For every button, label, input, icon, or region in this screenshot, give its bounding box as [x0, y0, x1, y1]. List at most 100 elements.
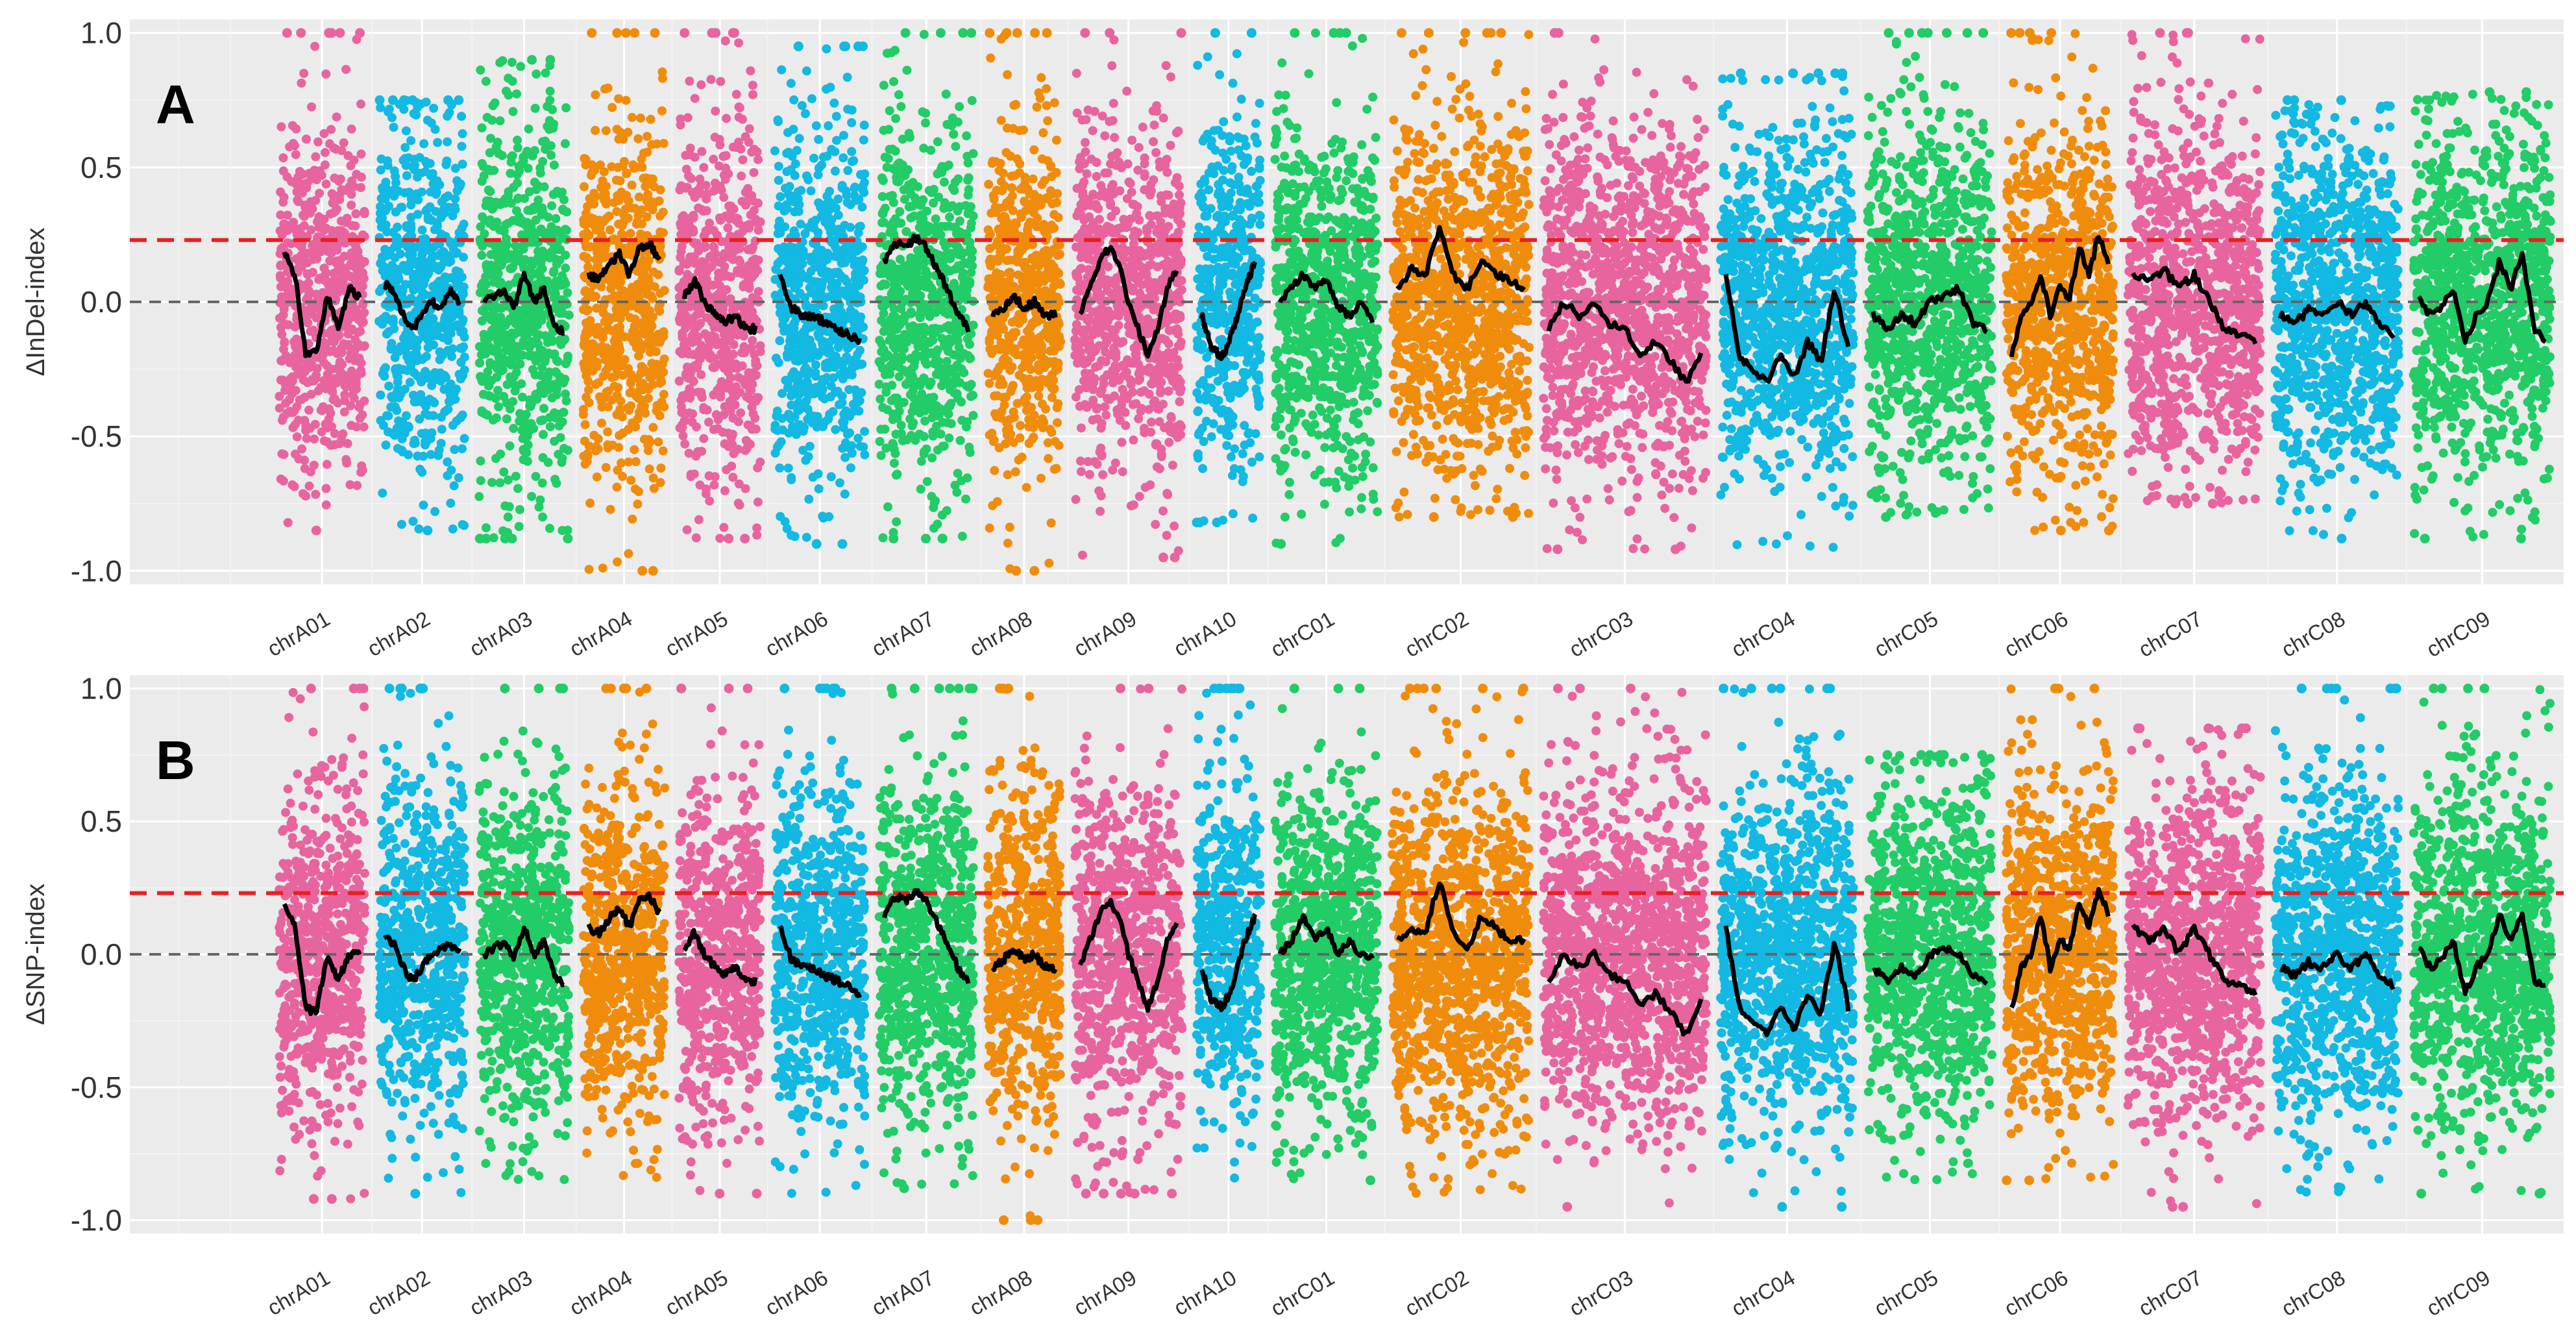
data-point — [440, 314, 450, 323]
data-point — [486, 166, 496, 175]
data-point — [837, 391, 847, 401]
data-point — [456, 374, 465, 384]
data-point — [292, 432, 302, 441]
data-point — [817, 277, 827, 287]
data-point — [277, 230, 287, 240]
data-point — [600, 355, 610, 365]
data-point — [788, 255, 798, 265]
data-point — [628, 514, 637, 524]
data-point — [656, 288, 665, 298]
data-point — [831, 112, 841, 121]
data-point — [534, 195, 543, 205]
data-point — [627, 112, 637, 122]
data-point — [894, 177, 903, 187]
data-point — [952, 488, 962, 497]
data-point — [532, 185, 541, 194]
data-point — [687, 388, 697, 397]
data-point — [1003, 538, 1012, 548]
data-point — [719, 523, 729, 532]
data-point — [639, 148, 648, 158]
data-point — [321, 179, 331, 189]
data-point — [504, 502, 514, 512]
data-point — [545, 86, 555, 96]
data-point — [278, 295, 288, 305]
data-point — [692, 422, 701, 432]
data-point — [315, 188, 325, 198]
data-point — [689, 469, 699, 479]
data-point — [524, 343, 534, 353]
data-point — [722, 114, 731, 123]
data-point — [445, 254, 454, 264]
data-point — [493, 138, 502, 147]
data-point-extreme — [335, 28, 345, 38]
data-point — [751, 356, 761, 365]
data-point — [927, 453, 937, 463]
data-point — [345, 480, 355, 489]
data-point — [534, 270, 544, 280]
data-point — [734, 38, 744, 48]
data-point — [399, 261, 408, 270]
data-point — [957, 327, 966, 336]
data-point — [550, 475, 560, 484]
data-point — [559, 443, 569, 453]
data-point — [918, 275, 927, 285]
data-point — [726, 406, 735, 416]
data-point — [445, 397, 454, 406]
data-point — [649, 182, 659, 192]
data-point — [741, 445, 750, 455]
data-point — [876, 281, 886, 291]
data-point — [809, 254, 818, 264]
data-point — [968, 211, 978, 221]
data-point — [588, 339, 598, 349]
data-point — [415, 464, 425, 474]
data-point — [803, 404, 813, 414]
data-point — [877, 192, 887, 201]
data-point — [356, 99, 365, 109]
data-point — [517, 230, 526, 240]
data-point — [942, 341, 951, 351]
data-point — [547, 201, 556, 211]
data-point — [748, 81, 757, 90]
data-point — [376, 390, 386, 400]
data-point — [548, 105, 558, 114]
data-point — [276, 122, 286, 132]
data-point — [736, 408, 746, 417]
data-point — [299, 375, 308, 385]
data-point — [721, 151, 731, 160]
data-point — [841, 290, 850, 300]
data-point — [858, 185, 868, 195]
data-point — [715, 181, 725, 191]
data-point — [326, 422, 336, 432]
data-point — [880, 153, 890, 162]
data-point — [633, 134, 643, 143]
data-point — [419, 139, 429, 149]
data-point — [643, 132, 652, 142]
data-point — [699, 163, 709, 173]
data-point — [325, 139, 334, 149]
data-point — [800, 109, 810, 119]
data-point — [707, 262, 717, 271]
data-point — [748, 336, 757, 345]
data-point-extreme — [711, 28, 721, 38]
data-point — [378, 314, 387, 324]
data-point — [476, 372, 485, 381]
data-point — [391, 367, 400, 376]
data-point — [413, 451, 423, 461]
data-point — [521, 410, 531, 419]
data-point — [1029, 145, 1039, 155]
data-point — [532, 394, 542, 404]
data-point — [563, 351, 572, 361]
data-point-extreme — [724, 534, 734, 544]
data-point — [686, 174, 696, 184]
data-point — [957, 476, 966, 486]
data-point — [1041, 404, 1051, 414]
data-point — [831, 425, 840, 434]
data-point — [857, 359, 867, 369]
data-point — [656, 464, 666, 473]
data-point — [945, 401, 955, 411]
data-point — [827, 270, 837, 280]
data-point — [585, 499, 595, 508]
data-point — [750, 414, 760, 423]
data-point — [341, 64, 351, 74]
